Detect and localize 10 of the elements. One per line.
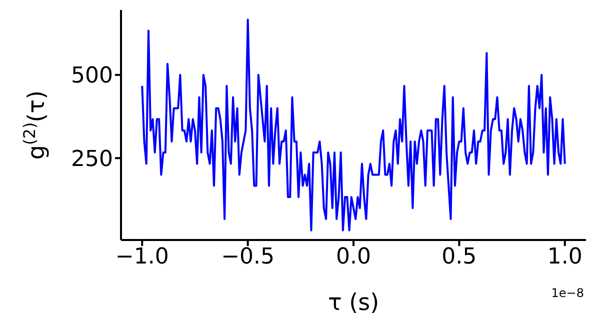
text: 1e−8 xyxy=(551,286,584,300)
x-tick-label: 0.0 xyxy=(336,244,371,270)
y-tick-label: 250 xyxy=(71,146,113,172)
x-axis-title: τ (s) xyxy=(328,290,380,316)
y-tick-label: 500 xyxy=(71,64,113,89)
x-tick-label: −0.5 xyxy=(221,244,275,270)
line-series xyxy=(141,18,566,232)
x-tick-label: −1.0 xyxy=(115,244,169,270)
x-tick-label: 0.5 xyxy=(442,244,477,270)
x-tick-label: 1.0 xyxy=(547,244,582,270)
